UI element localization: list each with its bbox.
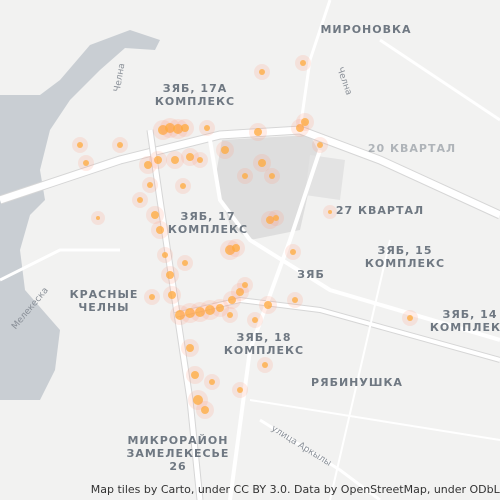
place-label: 20 КВАРТАЛ	[368, 142, 456, 155]
heat-dot	[171, 156, 179, 164]
place-label: ЗЯБ, 17А КОМПЛЕКС	[155, 82, 235, 108]
place-label: РЯБИНУШКА	[311, 376, 403, 389]
heat-dot	[83, 160, 89, 166]
heat-dot	[242, 282, 248, 288]
heat-dot	[254, 128, 262, 136]
heat-dot	[180, 183, 186, 189]
heat-dot	[264, 301, 272, 309]
heat-dot	[191, 371, 199, 379]
heat-dot	[407, 315, 413, 321]
place-label: ЗЯБ	[297, 268, 325, 281]
heat-dot	[156, 226, 164, 234]
place-label: МИРОНОВКА	[320, 23, 411, 36]
label-line: МИРОНОВКА	[320, 23, 411, 36]
label-line: ЗАМЕЛЕКЕСЬЕ	[127, 447, 230, 460]
heat-dot	[162, 252, 168, 258]
label-line: ЗЯБ, 18	[237, 331, 292, 344]
heat-dot	[232, 244, 240, 252]
place-label: 27 КВАРТАЛ	[336, 204, 424, 217]
heat-dot	[242, 173, 248, 179]
heat-dot	[269, 173, 275, 179]
industrial-area	[215, 135, 318, 240]
heat-dot	[209, 379, 215, 385]
label-line: ЗЯБ	[297, 268, 325, 281]
heat-dot	[197, 157, 203, 163]
label-line: КОМПЛЕКС	[168, 223, 248, 236]
heat-dot	[236, 288, 244, 296]
heat-dot	[290, 249, 296, 255]
heat-dot	[181, 124, 189, 132]
heat-dot	[262, 362, 268, 368]
place-label: ЗЯБ, 15 КОМПЛЕКС	[365, 244, 445, 270]
heat-dot	[147, 182, 153, 188]
heat-dot	[259, 69, 265, 75]
label-line: ЗЯБ, 14	[443, 308, 498, 321]
label-line: ЗЯБ, 17	[181, 210, 236, 223]
heat-dot	[149, 294, 155, 300]
heat-dot	[175, 310, 185, 320]
heat-dot	[151, 211, 159, 219]
heat-dot	[216, 304, 224, 312]
heat-dot	[301, 118, 309, 126]
heat-dot	[186, 153, 194, 161]
heat-dot	[221, 146, 229, 154]
heat-dot	[144, 161, 152, 169]
label-line: КОМПЛЕКС	[430, 321, 500, 334]
label-line: ЗЯБ, 17А	[163, 82, 228, 95]
heat-dot	[300, 60, 306, 66]
label-line: Челна	[113, 63, 128, 93]
heat-dot	[296, 124, 304, 132]
place-label: ЗЯБ, 18 КОМПЛЕКС	[224, 331, 304, 357]
heat-dot	[154, 156, 162, 164]
heat-dot	[166, 271, 174, 279]
label-line: 20 КВАРТАЛ	[368, 142, 456, 155]
heat-dot	[168, 291, 176, 299]
label-line: КОМПЛЕКС	[224, 344, 304, 357]
heat-dot	[173, 124, 183, 134]
heat-dot	[227, 312, 233, 318]
label-line: ЗЯБ, 15	[378, 244, 433, 257]
label-line: 26	[169, 460, 186, 473]
heat-dot	[77, 142, 83, 148]
river	[0, 30, 160, 400]
heat-dot	[317, 142, 323, 148]
heat-dot	[258, 159, 266, 167]
place-label: Челна	[113, 63, 128, 93]
heat-dot	[266, 216, 274, 224]
place-label: МИКРОРАЙОН ЗАМЕЛЕКЕСЬЕ 26	[127, 434, 230, 473]
heat-dot	[182, 260, 188, 266]
heat-dot	[205, 305, 215, 315]
heat-dot	[137, 197, 143, 203]
place-label: КРАСНЫЕ ЧЕЛНЫ	[70, 288, 139, 314]
label-line: ЧЕЛНЫ	[78, 301, 129, 314]
place-label: ЗЯБ, 14КОМПЛЕКС	[430, 308, 500, 334]
label-line: 27 КВАРТАЛ	[336, 204, 424, 217]
heat-dot	[228, 296, 236, 304]
label-line: КРАСНЫЕ	[70, 288, 139, 301]
heat-dot	[273, 215, 279, 221]
heat-dot	[117, 142, 123, 148]
heat-dot	[165, 123, 175, 133]
heat-dot	[201, 406, 209, 414]
heat-dot	[252, 317, 258, 323]
heat-dot	[292, 297, 298, 303]
attribution: Map tiles by Carto, under CC BY 3.0. Dat…	[91, 483, 500, 496]
heat-dot	[185, 308, 195, 318]
label-line: МИКРОРАЙОН	[128, 434, 229, 447]
heat-dot	[195, 307, 205, 317]
label-line: РЯБИНУШКА	[311, 376, 403, 389]
heat-dot	[237, 387, 243, 393]
heat-dots	[72, 55, 418, 419]
heat-dot	[193, 395, 203, 405]
place-label: ЗЯБ, 17 КОМПЛЕКС	[168, 210, 248, 236]
heat-dot	[204, 125, 210, 131]
heat-dot	[328, 210, 332, 214]
label-line: КОМПЛЕКС	[155, 95, 235, 108]
label-line: КОМПЛЕКС	[365, 257, 445, 270]
heat-dot	[186, 344, 194, 352]
heat-dot	[96, 216, 100, 220]
